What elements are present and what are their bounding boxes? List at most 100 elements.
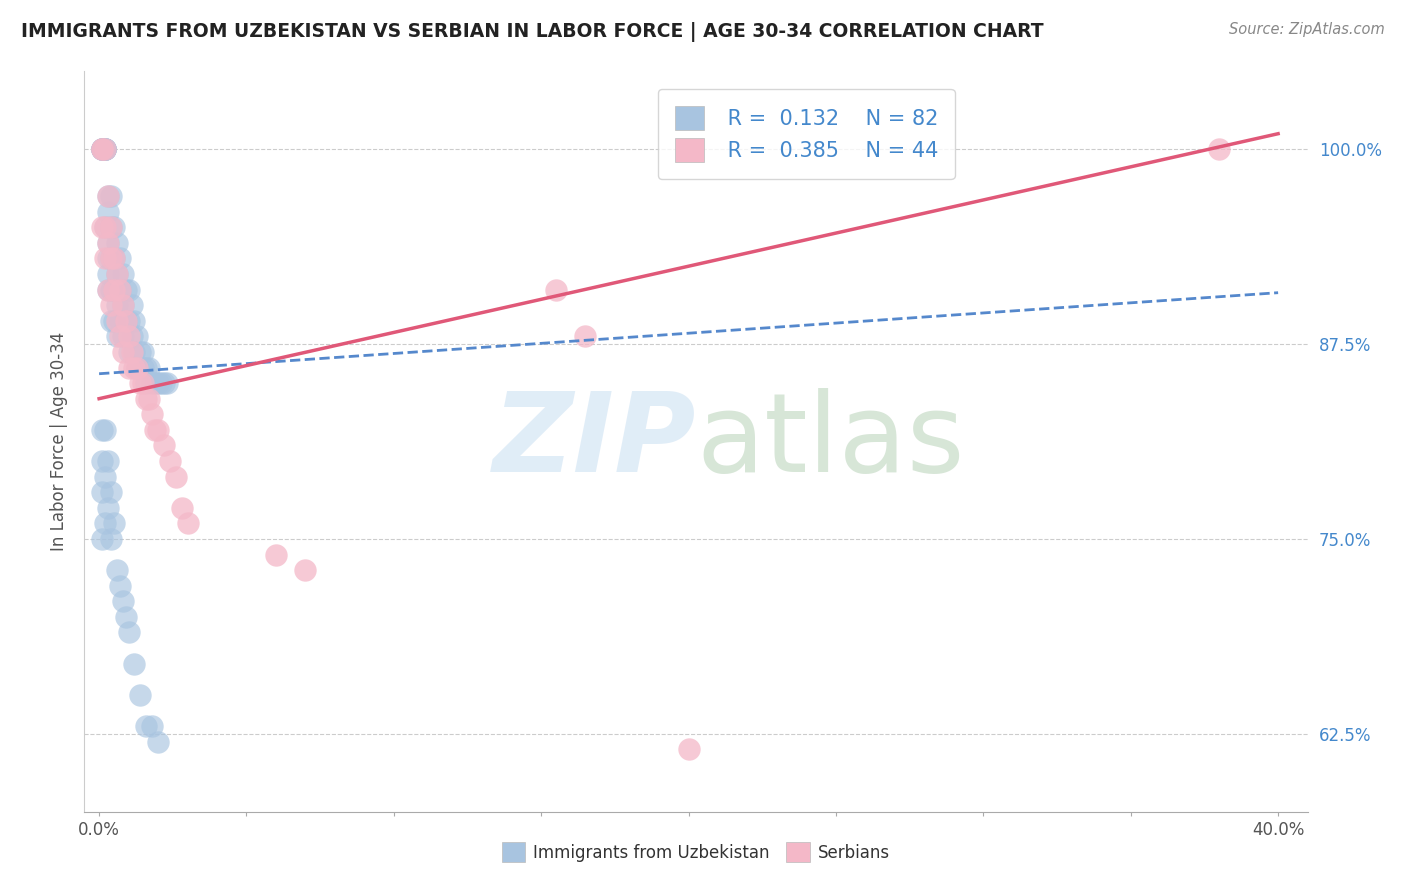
Point — [97, 454, 120, 468]
Point — [105, 267, 128, 281]
Point — [117, 283, 139, 297]
Point — [127, 329, 149, 343]
Point — [100, 220, 122, 235]
Point — [103, 314, 125, 328]
Point — [100, 283, 122, 297]
Text: atlas: atlas — [696, 388, 965, 495]
Point — [150, 376, 173, 390]
Point — [111, 298, 134, 312]
Point — [135, 392, 157, 406]
Text: Source: ZipAtlas.com: Source: ZipAtlas.com — [1229, 22, 1385, 37]
Point — [176, 516, 198, 531]
Point — [97, 235, 120, 250]
Point — [141, 407, 163, 421]
Point — [100, 252, 122, 266]
Point — [97, 283, 120, 297]
Point — [159, 454, 181, 468]
Point — [91, 142, 114, 156]
Point — [135, 376, 157, 390]
Point — [100, 298, 122, 312]
Point — [111, 345, 134, 359]
Point — [105, 314, 128, 328]
Point — [97, 500, 120, 515]
Point — [124, 345, 146, 359]
Point — [91, 142, 114, 156]
Point — [141, 376, 163, 390]
Point — [132, 345, 155, 359]
Point — [97, 204, 120, 219]
Point — [141, 719, 163, 733]
Point — [91, 142, 114, 156]
Point — [108, 283, 131, 297]
Legend: Immigrants from Uzbekistan, Serbians: Immigrants from Uzbekistan, Serbians — [494, 834, 898, 870]
Point — [103, 516, 125, 531]
Point — [138, 392, 160, 406]
Point — [294, 563, 316, 577]
Point — [156, 376, 179, 390]
Point — [143, 376, 166, 390]
Point — [678, 742, 700, 756]
Point — [91, 454, 114, 468]
Point — [91, 485, 114, 500]
Point — [91, 532, 114, 546]
Point — [117, 360, 139, 375]
Point — [108, 283, 131, 297]
Point — [97, 189, 120, 203]
Point — [146, 734, 169, 748]
Point — [94, 142, 117, 156]
Point — [117, 329, 139, 343]
Point — [94, 142, 117, 156]
Point — [100, 485, 122, 500]
Point — [91, 142, 114, 156]
Point — [94, 142, 117, 156]
Point — [544, 283, 567, 297]
Point — [94, 142, 117, 156]
Point — [111, 267, 134, 281]
Point — [143, 423, 166, 437]
Point — [94, 220, 117, 235]
Point — [165, 469, 187, 483]
Point — [146, 423, 169, 437]
Point — [103, 220, 125, 235]
Point — [114, 610, 136, 624]
Text: IMMIGRANTS FROM UZBEKISTAN VS SERBIAN IN LABOR FORCE | AGE 30-34 CORRELATION CHA: IMMIGRANTS FROM UZBEKISTAN VS SERBIAN IN… — [21, 22, 1043, 42]
Point — [117, 314, 139, 328]
Point — [94, 220, 117, 235]
Point — [91, 220, 114, 235]
Point — [127, 360, 149, 375]
Point — [94, 423, 117, 437]
Point — [108, 314, 131, 328]
Point — [132, 360, 155, 375]
Point — [114, 314, 136, 328]
Point — [117, 345, 139, 359]
Point — [146, 376, 169, 390]
Point — [100, 532, 122, 546]
Point — [153, 376, 176, 390]
Point — [103, 252, 125, 266]
Point — [124, 657, 146, 671]
Point — [103, 252, 125, 266]
Point — [108, 252, 131, 266]
Point — [94, 469, 117, 483]
Point — [129, 345, 152, 359]
Point — [132, 376, 155, 390]
Point — [114, 283, 136, 297]
Point — [1208, 142, 1230, 156]
Point — [105, 563, 128, 577]
Point — [264, 548, 287, 562]
Text: ZIP: ZIP — [492, 388, 696, 495]
Point — [105, 267, 128, 281]
Point — [97, 189, 120, 203]
Y-axis label: In Labor Force | Age 30-34: In Labor Force | Age 30-34 — [51, 332, 69, 551]
Point — [100, 220, 122, 235]
Point — [170, 500, 193, 515]
Point — [129, 376, 152, 390]
Point — [105, 329, 128, 343]
Point — [97, 252, 120, 266]
Point — [108, 329, 131, 343]
Point — [124, 314, 146, 328]
Point — [124, 360, 146, 375]
Point — [97, 283, 120, 297]
Point — [100, 252, 122, 266]
Point — [100, 189, 122, 203]
